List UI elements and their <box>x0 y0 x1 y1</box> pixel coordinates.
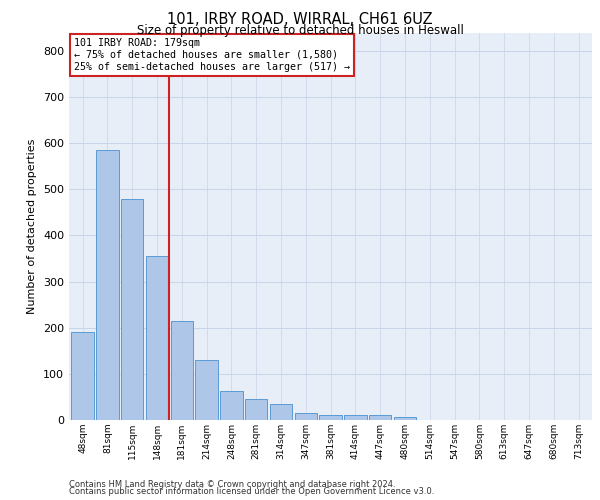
Bar <box>170 321 193 420</box>
Text: Contains HM Land Registry data © Crown copyright and database right 2024.: Contains HM Land Registry data © Crown c… <box>69 480 395 489</box>
Bar <box>96 150 119 420</box>
Text: Size of property relative to detached houses in Heswall: Size of property relative to detached ho… <box>137 24 463 37</box>
Bar <box>121 198 143 420</box>
Bar <box>270 404 292 420</box>
Bar <box>245 399 268 420</box>
Bar <box>146 256 168 420</box>
Bar <box>295 413 317 420</box>
Text: 101, IRBY ROAD, WIRRAL, CH61 6UZ: 101, IRBY ROAD, WIRRAL, CH61 6UZ <box>167 12 433 28</box>
Text: 101 IRBY ROAD: 179sqm
← 75% of detached houses are smaller (1,580)
25% of semi-d: 101 IRBY ROAD: 179sqm ← 75% of detached … <box>74 38 350 72</box>
Bar <box>344 416 367 420</box>
Text: Contains public sector information licensed under the Open Government Licence v3: Contains public sector information licen… <box>69 488 434 496</box>
Bar <box>220 391 242 420</box>
Bar <box>369 416 391 420</box>
Bar <box>71 332 94 420</box>
Bar <box>319 416 342 420</box>
Bar <box>394 417 416 420</box>
Bar <box>196 360 218 420</box>
Y-axis label: Number of detached properties: Number of detached properties <box>28 138 37 314</box>
